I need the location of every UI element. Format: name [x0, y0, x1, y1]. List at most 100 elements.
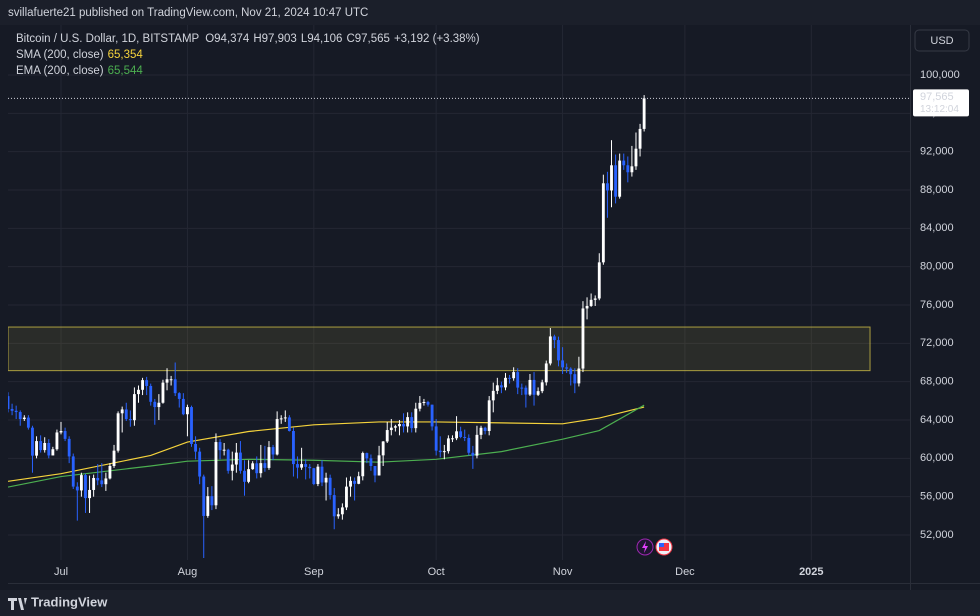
- candle-body: [132, 394, 136, 421]
- candle-body: [377, 455, 381, 476]
- candle-body: [422, 401, 426, 403]
- candle-body: [614, 165, 618, 197]
- ohlc-value: 97,903: [262, 33, 297, 45]
- y-tick-label: 64,000: [920, 414, 954, 426]
- candle-body: [336, 514, 340, 517]
- candle-body: [508, 377, 511, 379]
- candle-body: [63, 431, 67, 439]
- candle-body: [210, 496, 214, 506]
- indicator-name: EMA (200, close): [16, 65, 104, 77]
- x-tick-label: Dec: [675, 566, 695, 578]
- candle-body: [263, 463, 267, 468]
- candle-body: [438, 450, 442, 453]
- candle-body: [467, 437, 471, 453]
- ohlc-key: H: [253, 33, 261, 45]
- candle-body: [418, 402, 422, 409]
- currency[interactable]: USD: [930, 35, 953, 47]
- candle-body: [226, 449, 230, 471]
- y-tick-label: 68,000: [920, 376, 954, 388]
- candle-body: [137, 389, 140, 395]
- candle-body: [361, 453, 365, 477]
- candle-body: [426, 401, 430, 405]
- candle-body: [353, 480, 357, 484]
- indicator-value: 65,354: [108, 49, 144, 61]
- ohlc-value: 94,106: [307, 33, 342, 45]
- candle-body: [597, 262, 601, 299]
- currency-button[interactable]: [914, 29, 970, 52]
- candle-body: [414, 408, 418, 429]
- x-tick-label: Nov: [553, 566, 573, 578]
- candle-body: [26, 417, 30, 428]
- candle-body: [35, 441, 38, 456]
- ohlc-value: 97,565: [355, 33, 390, 45]
- last-price-label: 97,565: [920, 91, 954, 103]
- candle-body: [552, 336, 556, 341]
- candle-body: [634, 148, 638, 167]
- event-icon-glyph: [659, 543, 664, 547]
- candle-body: [112, 450, 116, 466]
- candle-body: [451, 438, 454, 440]
- candle-body: [51, 449, 55, 456]
- candle-body: [345, 486, 348, 508]
- candle-body: [67, 438, 71, 457]
- y-tick-label: 92,000: [920, 146, 954, 158]
- candle-body: [271, 447, 275, 455]
- candle-body: [446, 438, 450, 452]
- candle-body: [96, 477, 100, 481]
- y-tick-label: 56,000: [920, 491, 954, 503]
- y-tick-label: 84,000: [920, 222, 954, 234]
- candle-body: [251, 463, 255, 470]
- candle-body: [255, 463, 259, 474]
- candle-body: [606, 183, 609, 191]
- y-tick-label: 76,000: [920, 299, 954, 311]
- candle-body: [561, 360, 565, 368]
- candle-body: [181, 398, 185, 415]
- candle-body: [340, 507, 344, 515]
- countdown: 13:12:04: [920, 104, 959, 115]
- candle-body: [234, 452, 238, 465]
- candle-body: [92, 477, 96, 490]
- candle-body: [43, 442, 47, 451]
- candle-body: [141, 380, 144, 390]
- candle-body: [239, 452, 242, 471]
- candle-body: [610, 165, 613, 191]
- candle-body: [230, 464, 234, 471]
- ohlc-key: L: [301, 33, 308, 45]
- candle-body: [389, 427, 393, 431]
- candle-body: [516, 372, 520, 388]
- ohlc-key: O: [205, 33, 214, 45]
- candle-body: [406, 417, 410, 427]
- change: +3,192 (+3.38%): [394, 33, 480, 45]
- candle-body: [149, 385, 153, 402]
- candle-body: [463, 436, 467, 438]
- y-tick-label: 72,000: [920, 337, 954, 349]
- candle-body: [455, 431, 458, 439]
- candle-body: [214, 442, 218, 506]
- candle-body: [442, 451, 446, 453]
- candle-body: [185, 407, 189, 415]
- candle-body: [430, 404, 434, 427]
- candle-body: [328, 477, 332, 496]
- brand-logo: [8, 598, 27, 610]
- footer-bar: [0, 590, 980, 616]
- indicator-value: 65,544: [108, 65, 144, 77]
- indicator-line: [8, 406, 645, 482]
- candle-body: [349, 480, 352, 487]
- candle-body: [569, 368, 573, 375]
- candle-body: [512, 372, 516, 379]
- x-tick-label: Jul: [54, 566, 68, 578]
- candle-body: [324, 477, 328, 483]
- candle-body: [47, 442, 51, 456]
- candle-body: [259, 463, 263, 474]
- candle-body: [528, 379, 532, 395]
- candle-body: [524, 387, 528, 395]
- candle-body: [601, 183, 605, 263]
- candle-body: [548, 336, 552, 364]
- candle-body: [104, 478, 108, 485]
- candle-body: [157, 402, 161, 408]
- candle-body: [536, 391, 540, 395]
- candle-body: [287, 417, 291, 432]
- y-tick-label: 80,000: [920, 261, 954, 273]
- candle-body: [100, 480, 104, 485]
